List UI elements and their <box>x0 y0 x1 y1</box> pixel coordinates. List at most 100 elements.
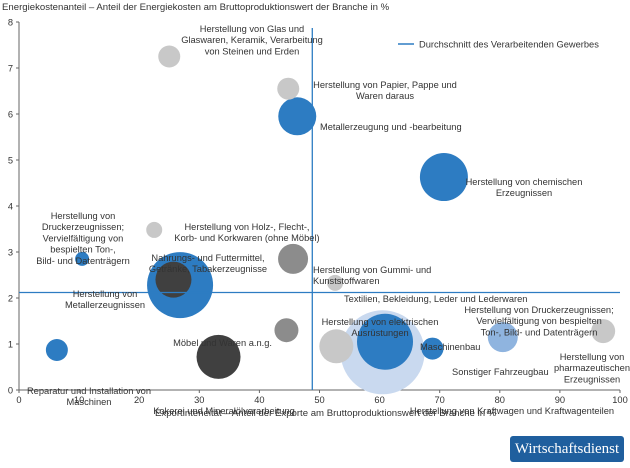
x-tick-label: 10 <box>74 395 84 405</box>
bubble-label-line: Ton-, Bild- und Datenträgern <box>481 327 598 337</box>
y-tick-label: 8 <box>8 17 13 27</box>
bubble-label: Herstellung von Glas und Glaswaren, Keram… <box>181 24 323 56</box>
bubble-label-line: Metallerzeugung und -bearbeitung <box>320 122 462 132</box>
bubble-label-line: Reparatur und Installation von <box>27 386 151 396</box>
y-tick-label: 0 <box>8 385 13 395</box>
y-tick-label: 2 <box>8 293 13 303</box>
bubble-label: Herstellung von pharmazeutischen Erzeugnis… <box>554 352 630 384</box>
bubble <box>487 322 518 353</box>
bubble-label-line: Herstellung von <box>560 352 625 362</box>
bubble-label-line: Erzeugnissen <box>564 374 620 384</box>
bubble-label: Textilien, Bekleidung, Leder und Lederwa… <box>344 294 527 304</box>
bubble-label-line: Herstellung von Glas und <box>200 24 304 34</box>
bubble-label-line: bespielten Ton-, <box>50 245 115 255</box>
bubble-label-line: Druckerzeugnissen; <box>42 222 124 232</box>
x-tick-label: 100 <box>612 395 628 405</box>
bubble-label-line: von Steinen und Erden <box>205 46 300 56</box>
bubble-label: Herstellung von Holz-, Flecht-, Korb- und… <box>174 222 319 243</box>
bubble-label: Sonstiger Fahrzeugbau <box>452 367 549 377</box>
bubble <box>146 221 163 238</box>
bubble-label-line: Vervielfältigung von <box>43 233 124 243</box>
bubble <box>155 261 192 298</box>
bubble-label-line: Ausrüstungen <box>351 328 408 338</box>
bubble-label-line: Vervielfältigung von bespielten <box>476 316 602 326</box>
bubble-label-line: Korb- und Korkwaren (ohne Möbel) <box>174 233 319 243</box>
bubble-label-line: Kokerei und Mineralölverarbeitung <box>153 406 295 416</box>
bubble-label-line: Herstellung von Holz-, Flecht-, <box>184 222 309 232</box>
bubble-label: Herstellung von Metallerzeugnissen <box>65 289 145 310</box>
bubble <box>158 45 181 68</box>
x-axis-title: Exportinteneität – Anteil der Exporte am… <box>155 408 497 419</box>
bubble-label: Herstellung von Gummi- und Kunststoffware… <box>313 265 431 286</box>
bubble <box>591 319 616 344</box>
bubble-label-line: Bild- und Datenträgern <box>36 256 130 266</box>
bubble-label-line: Erzeugnissen <box>496 188 552 198</box>
x-tick-label: 80 <box>495 395 505 405</box>
x-tick-label: 90 <box>555 395 565 405</box>
x-tick-label: 20 <box>134 395 144 405</box>
bubble-label: Herstellung von chemischen Erzeugnissen <box>466 177 583 198</box>
bubble-label: Metallerzeugung und -bearbeitung <box>320 122 462 132</box>
bubble <box>419 153 468 202</box>
bubble-label-line: Herstellung von Papier, Pappe und <box>313 80 457 90</box>
publisher-logo: Wirtschaftsdienst <box>510 436 624 462</box>
bubble-label-line: Maschinenbau <box>420 342 480 352</box>
legend: Durchschnitt des Verarbeitenden Gewerbes <box>398 40 599 50</box>
bubble-label: Möbel und Waren a.n.g. <box>173 338 272 348</box>
x-tick-label: 70 <box>435 395 445 405</box>
bubble-label-line: Herstellung von <box>73 289 138 299</box>
x-tick-label: 0 <box>16 395 21 405</box>
bubble-label-line: pharmazeutischen <box>554 363 630 373</box>
y-tick-label: 3 <box>8 247 13 257</box>
bubble-label: Herstellung von Druckerzeugnissen; Vervie… <box>464 305 613 337</box>
bubble-label-line: Sonstiger Fahrzeugbau <box>452 367 549 377</box>
bubble-label: Herstellung von elektrischen Ausrüstungen <box>322 317 439 338</box>
bubble <box>327 274 344 291</box>
y-axis-title: Energiekostenanteil – Anteil der Energie… <box>2 2 390 13</box>
bubble <box>45 338 68 361</box>
average-lines <box>19 28 620 390</box>
bubble-label-line: Waren daraus <box>356 91 414 101</box>
bubble <box>278 243 309 274</box>
bubble-label-line: Textilien, Bekleidung, Leder und Lederwa… <box>344 294 527 304</box>
y-tick-label: 6 <box>8 109 13 119</box>
bubble-label: Reparatur und Installation von Maschinen <box>27 386 151 407</box>
y-tick-label: 5 <box>8 155 13 165</box>
x-tick-label: 50 <box>314 395 324 405</box>
bubble <box>357 313 414 370</box>
x-tick-label: 40 <box>254 395 264 405</box>
bubble-label-line: Herstellung von elektrischen <box>322 317 439 327</box>
legend-label: Durchschnitt des Verarbeitenden Gewerbes <box>419 40 599 50</box>
bubble-label-line: Glaswaren, Keramik, Verarbeitung <box>181 35 323 45</box>
bubble-label: Kokerei und Mineralölverarbeitung <box>153 406 295 416</box>
bubble-label-line: Getränke, Tabakerzeugnisse <box>149 264 267 274</box>
bubble <box>277 77 300 100</box>
y-tick-label: 4 <box>8 201 13 211</box>
bubble <box>278 97 317 136</box>
bubble-label-line: Herstellung von Kraftwagen und Kraftwage… <box>410 406 614 416</box>
bubble <box>319 329 354 364</box>
bubble <box>196 334 241 379</box>
y-tick-label: 1 <box>8 339 13 349</box>
y-tick-label: 7 <box>8 63 13 73</box>
bubble <box>274 318 299 343</box>
bubble-labels: Herstellung von Glas und Glaswaren, Keram… <box>27 24 630 416</box>
bubble-label-line: Nahrungs- und Futtermittel, <box>151 253 264 263</box>
bubble-label-line: Herstellung von chemischen <box>466 177 583 187</box>
bubble <box>75 251 90 266</box>
x-ticks: 0 10 20 30 40 50 60 70 80 90 100 <box>16 390 628 405</box>
bubble-label: Herstellung von Kraftwagen und Kraftwage… <box>410 406 614 416</box>
bubbles <box>45 45 616 395</box>
y-ticks: 0 1 2 3 4 5 6 7 8 <box>8 17 19 395</box>
bubble-label: Herstellung von Papier, Pappe und Waren d… <box>313 80 457 101</box>
bubble-label: Nahrungs- und Futtermittel, Getränke, Tab… <box>149 253 267 274</box>
bubble-label-line: Herstellung von <box>51 211 116 221</box>
x-tick-label: 30 <box>194 395 204 405</box>
bubble-label-line: Metallerzeugnissen <box>65 300 145 310</box>
bubble-label: Maschinenbau <box>420 342 480 352</box>
bubble <box>421 337 444 360</box>
bubble-label-line: Herstellung von Gummi- und <box>313 265 431 275</box>
bubble-label: Herstellung von Druckerzeugnissen; Verviel… <box>36 211 130 266</box>
x-tick-label: 60 <box>374 395 384 405</box>
